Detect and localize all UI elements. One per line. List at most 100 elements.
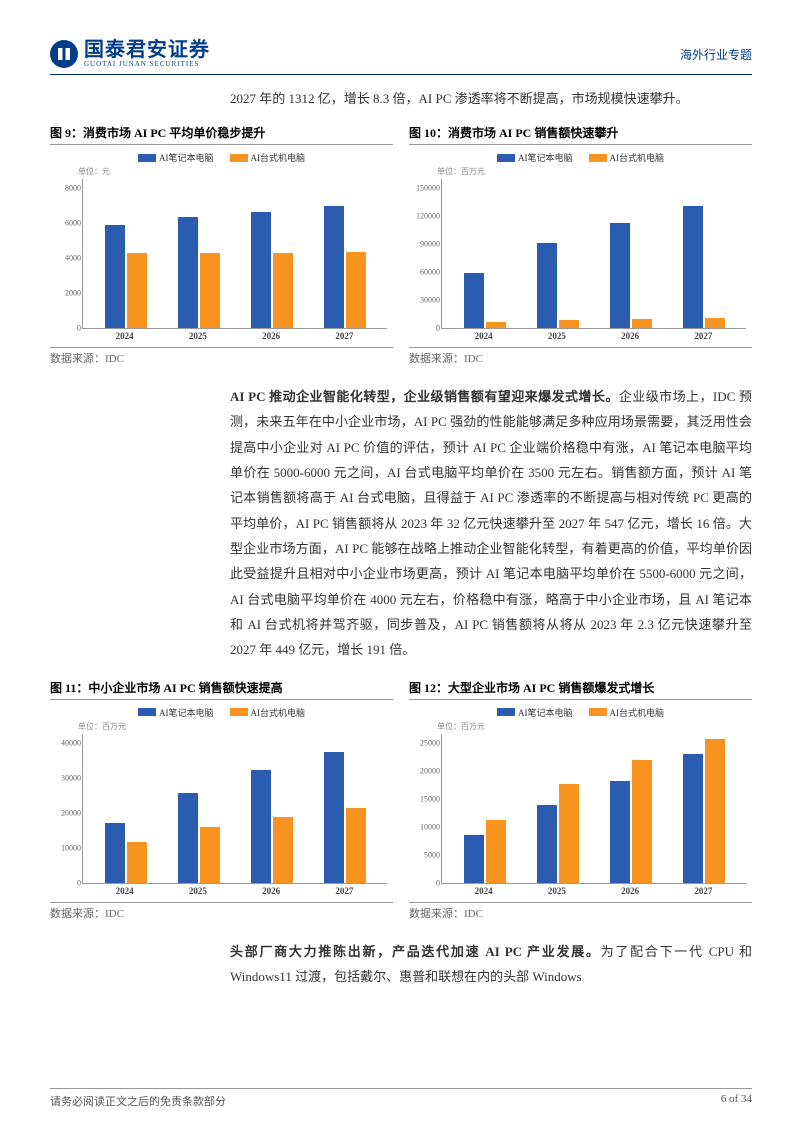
y-tick: 4000 <box>51 254 81 263</box>
y-tick: 10000 <box>410 822 440 831</box>
bar-group <box>248 212 296 328</box>
legend-swatch-2 <box>230 154 248 162</box>
bar-series2 <box>486 820 506 883</box>
paragraph-3: 头部厂商大力推陈出新，产品迭代加速 AI PC 产业发展。为了配合下一代 CPU… <box>230 939 752 990</box>
chart-11-bars <box>83 734 387 883</box>
bar-series1 <box>610 781 630 883</box>
legend-label-1: AI笔记本电脑 <box>518 151 573 164</box>
x-label: 2026 <box>606 331 654 341</box>
chart-9-title: 图 9：消费市场 AI PC 平均单价稳步提升 <box>50 124 393 145</box>
y-tick: 0 <box>410 324 440 333</box>
chart-12-legend: AI笔记本电脑 AI台式机电脑 <box>409 706 752 719</box>
y-tick: 40000 <box>51 738 81 747</box>
bar-series1 <box>178 793 198 883</box>
chart-11-cell: 图 11：中小企业市场 AI PC 销售额快速提高 AI笔记本电脑 AI台式机电… <box>50 679 393 921</box>
x-label: 2024 <box>101 331 149 341</box>
logo-en: GUOTAI JUNAN SECURITIES <box>84 61 210 68</box>
bar-group <box>534 243 582 328</box>
x-label: 2025 <box>174 331 222 341</box>
bar-group <box>680 739 728 883</box>
chart-10-bars <box>442 179 746 328</box>
y-tick: 15000 <box>410 794 440 803</box>
chart-row-1: 图 9：消费市场 AI PC 平均单价稳步提升 AI笔记本电脑 AI台式机电脑 … <box>50 124 752 366</box>
legend-label-2: AI台式机电脑 <box>251 151 306 164</box>
bar-series1 <box>610 223 630 328</box>
legend-label-1: AI笔记本电脑 <box>159 151 214 164</box>
bar-series1 <box>251 212 271 328</box>
bar-series1 <box>105 823 125 883</box>
x-label: 2027 <box>679 886 727 896</box>
chart-12-title-text: 大型企业市场 AI PC 销售额爆发式增长 <box>448 681 654 695</box>
bar-group <box>321 206 369 328</box>
page-footer: 请务必阅读正文之后的免责条款部分 6 of 34 <box>50 1088 752 1109</box>
bar-series1 <box>683 206 703 328</box>
y-tick: 120000 <box>410 212 440 221</box>
y-tick: 30000 <box>51 773 81 782</box>
page-header: 国泰君安证券 GUOTAI JUNAN SECURITIES 海外行业专题 <box>50 40 752 75</box>
x-label: 2025 <box>533 331 581 341</box>
x-label: 2025 <box>533 886 581 896</box>
legend-label-1: AI笔记本电脑 <box>518 706 573 719</box>
chart-10-prefix: 图 10： <box>409 126 448 140</box>
chart-9-cell: 图 9：消费市场 AI PC 平均单价稳步提升 AI笔记本电脑 AI台式机电脑 … <box>50 124 393 366</box>
chart-10-yticks: 1500001200009000060000300000 <box>410 179 440 328</box>
legend-swatch-2 <box>589 154 607 162</box>
bar-series2 <box>200 253 220 328</box>
chart-12-prefix: 图 12： <box>409 681 448 695</box>
y-tick: 25000 <box>410 738 440 747</box>
bar-series1 <box>324 206 344 328</box>
y-tick: 20000 <box>410 766 440 775</box>
chart-10-title-text: 消费市场 AI PC 销售额快速攀升 <box>448 126 618 140</box>
bar-series2 <box>346 808 366 883</box>
chart-11-source: 数据来源：IDC <box>50 902 393 921</box>
y-tick: 90000 <box>410 240 440 249</box>
bar-group <box>175 793 223 883</box>
y-tick: 10000 <box>51 843 81 852</box>
chart-9-title-text: 消费市场 AI PC 平均单价稳步提升 <box>83 126 265 140</box>
bar-series1 <box>178 217 198 328</box>
bar-series2 <box>273 253 293 328</box>
bar-series2 <box>273 817 293 883</box>
x-label: 2026 <box>606 886 654 896</box>
y-tick: 0 <box>51 878 81 887</box>
y-tick: 6000 <box>51 219 81 228</box>
logo-block: 国泰君安证券 GUOTAI JUNAN SECURITIES <box>50 40 210 68</box>
chart-11-unit: 单位：百万元 <box>78 721 393 732</box>
chart-12-yticks: 2500020000150001000050000 <box>410 734 440 883</box>
bar-series2 <box>559 784 579 883</box>
bar-group <box>175 217 223 328</box>
y-tick: 30000 <box>410 296 440 305</box>
x-label: 2026 <box>247 886 295 896</box>
legend-label-2: AI台式机电脑 <box>251 706 306 719</box>
chart-11-title-text: 中小企业市场 AI PC 销售额快速提高 <box>88 681 282 695</box>
bar-series2 <box>632 760 652 883</box>
chart-11-legend: AI笔记本电脑 AI台式机电脑 <box>50 706 393 719</box>
bar-series1 <box>683 754 703 883</box>
chart-9-yticks: 80006000400020000 <box>51 179 81 328</box>
x-label: 2024 <box>101 886 149 896</box>
chart-9-legend: AI笔记本电脑 AI台式机电脑 <box>50 151 393 164</box>
chart-9-frame: 80006000400020000 <box>82 179 387 329</box>
x-label: 2024 <box>460 886 508 896</box>
x-label: 2024 <box>460 331 508 341</box>
chart-11-prefix: 图 11： <box>50 681 88 695</box>
x-label: 2027 <box>320 886 368 896</box>
x-label: 2027 <box>679 331 727 341</box>
bar-group <box>248 770 296 883</box>
bar-series2 <box>346 252 366 328</box>
bar-group <box>102 225 150 328</box>
chart-12-frame: 2500020000150001000050000 <box>441 734 746 884</box>
x-label: 2027 <box>320 331 368 341</box>
y-tick: 5000 <box>410 850 440 859</box>
y-tick: 0 <box>51 324 81 333</box>
legend-swatch-1 <box>138 708 156 716</box>
bar-group <box>461 273 509 328</box>
chart-12-xlabels: 2024 2025 2026 2027 <box>441 884 746 896</box>
x-label: 2025 <box>174 886 222 896</box>
bar-series2 <box>127 253 147 328</box>
x-label: 2026 <box>247 331 295 341</box>
bar-series2 <box>632 319 652 328</box>
legend-label-2: AI台式机电脑 <box>610 706 665 719</box>
chart-12-title: 图 12：大型企业市场 AI PC 销售额爆发式增长 <box>409 679 752 700</box>
bar-group <box>102 823 150 883</box>
